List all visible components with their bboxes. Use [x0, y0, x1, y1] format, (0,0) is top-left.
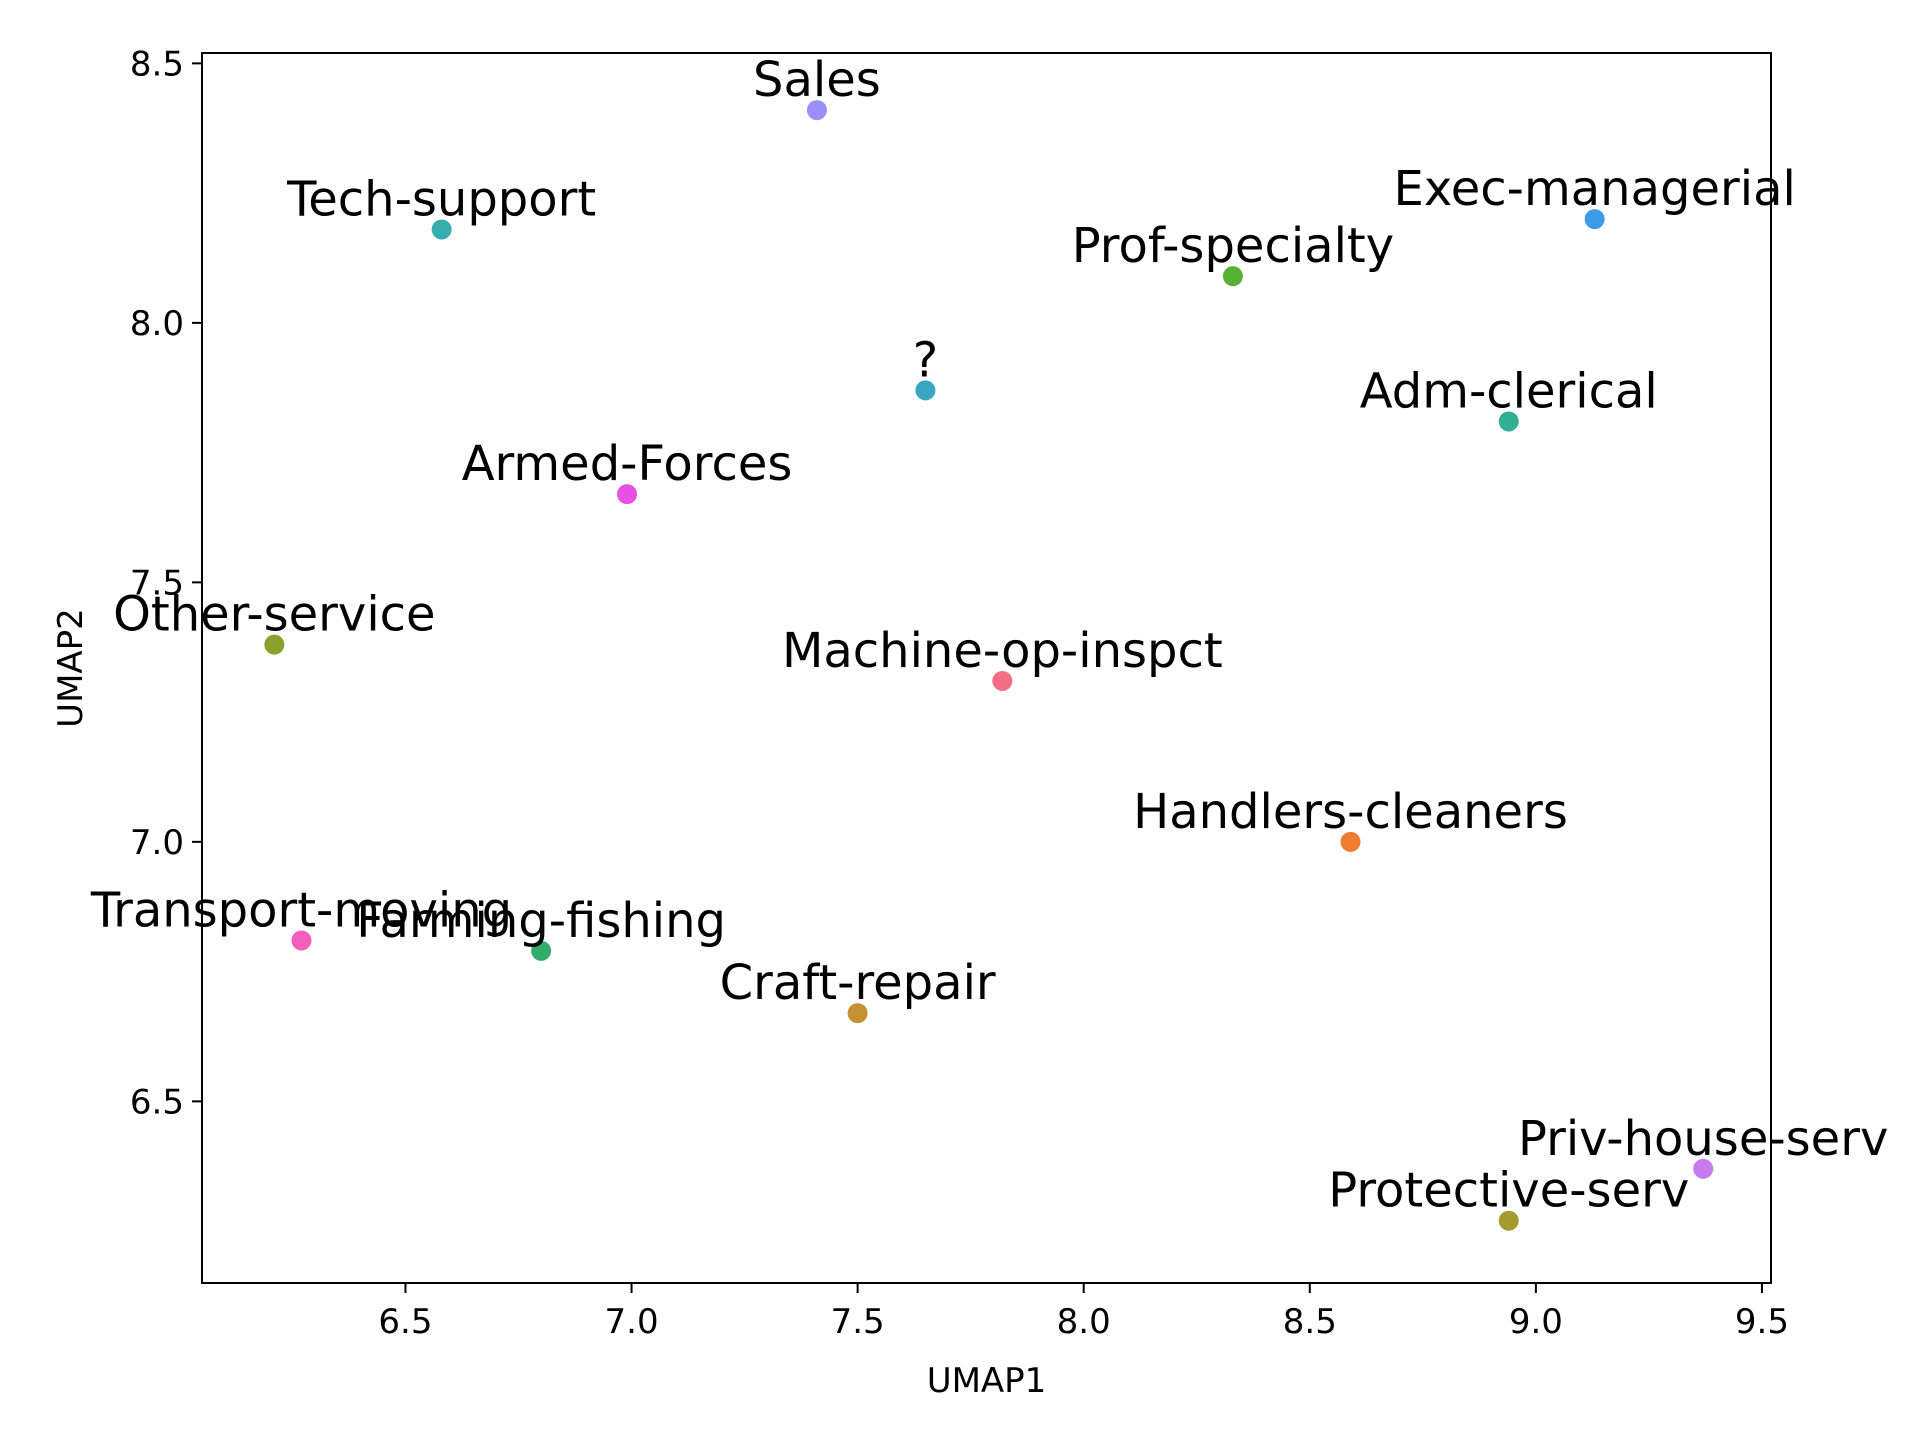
- x-tick-label: 9.5: [1735, 1302, 1789, 1342]
- point-label: Transport-moving: [90, 882, 512, 938]
- scatter-point: [1498, 1210, 1519, 1231]
- scatter-point: [617, 484, 638, 505]
- y-axis-label: UMAP2: [51, 608, 91, 728]
- x-axis-ticks: 6.5 7.0 7.5 8.0 8.5 9.0 9.5: [378, 1283, 1789, 1342]
- x-tick-label: 7.0: [605, 1302, 659, 1342]
- scatter-point: [847, 1003, 868, 1024]
- point-label: Handlers-cleaners: [1133, 784, 1568, 840]
- y-tick-label: 8.5: [130, 44, 184, 84]
- point-label: Adm-clerical: [1360, 363, 1658, 419]
- x-tick-label: 8.0: [1057, 1302, 1111, 1342]
- x-tick-label: 8.5: [1283, 1302, 1337, 1342]
- scatter-point: [1693, 1158, 1714, 1179]
- point-label: Machine-op-inspct: [782, 623, 1223, 679]
- scatter-point: [291, 930, 312, 951]
- point-label: Sales: [753, 52, 881, 108]
- scatter-point: [1498, 411, 1519, 432]
- scatter-point: [992, 670, 1013, 691]
- point-label: Priv-house-serv: [1518, 1111, 1888, 1167]
- point-label: Prof-specialty: [1072, 218, 1394, 274]
- y-tick-label: 7.0: [130, 823, 184, 863]
- point-label: Protective-serv: [1328, 1163, 1689, 1219]
- point-label: Craft-repair: [720, 955, 996, 1011]
- scatter-point: [915, 380, 936, 401]
- point-label: ?: [913, 332, 938, 388]
- scatter-point: [1584, 209, 1605, 230]
- point-label: Tech-support: [286, 171, 596, 227]
- point-label: Other-service: [113, 587, 435, 643]
- y-tick-label: 7.5: [130, 563, 184, 603]
- y-tick-label: 8.0: [130, 304, 184, 344]
- scatter-point: [264, 634, 285, 655]
- x-tick-label: 9.0: [1509, 1302, 1563, 1342]
- scatter-point: [531, 940, 552, 961]
- scatter-point: [806, 100, 827, 121]
- x-tick-label: 7.5: [831, 1302, 885, 1342]
- point-label: Armed-Forces: [462, 436, 793, 492]
- points-layer: Sales Tech-support Exec-managerialProf-spe…: [90, 52, 1888, 1231]
- x-tick-label: 6.5: [378, 1302, 432, 1342]
- y-tick-label: 6.5: [130, 1082, 184, 1122]
- scatter-point: [1340, 831, 1361, 852]
- point-label: Exec-managerial: [1393, 161, 1795, 217]
- scatter-point: [1222, 266, 1243, 287]
- plot-frame: [201, 52, 1772, 1284]
- point-label: Farming-fishing: [356, 893, 726, 949]
- scatter-point: [431, 219, 452, 240]
- x-axis-label: UMAP1: [927, 1361, 1047, 1401]
- y-axis-ticks: 6.5 7.0 7.5 8.0 8.5: [130, 44, 202, 1122]
